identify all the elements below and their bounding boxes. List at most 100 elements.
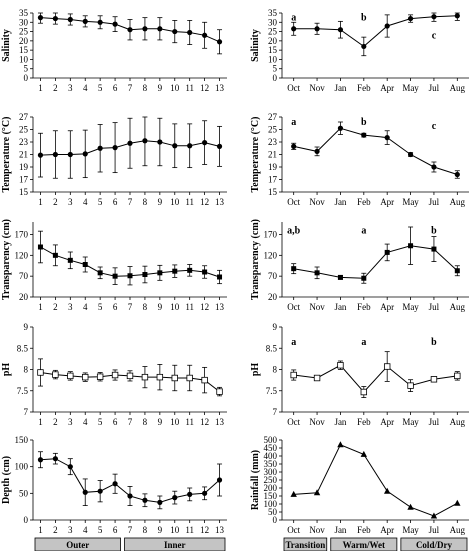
x-tick-label: 3 <box>68 525 73 535</box>
data-point <box>127 27 133 33</box>
data-point <box>202 490 208 496</box>
y-tick-label: 15 <box>19 187 29 197</box>
x-tick-label: Apr <box>380 525 394 535</box>
x-tick-label: Jan <box>334 302 346 312</box>
x-tick-label: Aug <box>450 417 466 427</box>
data-point <box>337 125 344 131</box>
x-tick-label: 5 <box>98 197 103 207</box>
data-point <box>216 477 223 483</box>
x-tick-label: 9 <box>158 525 163 535</box>
x-tick-label: May <box>402 83 419 93</box>
data-point <box>454 268 460 274</box>
y-tick-label: 17 <box>268 175 278 185</box>
data-point <box>337 441 344 448</box>
data-point <box>37 15 44 21</box>
y-tick-label: 120 <box>15 250 29 260</box>
x-tick-label: 2 <box>53 525 58 535</box>
data-point <box>383 363 391 370</box>
axis-frame <box>281 440 469 521</box>
x-tick-label: May <box>402 197 419 207</box>
data-point <box>201 376 208 384</box>
data-point <box>407 382 414 389</box>
x-tick-label: 10 <box>170 302 180 312</box>
data-point <box>141 373 149 381</box>
x-tick-label: 3 <box>68 83 73 93</box>
data-point <box>314 148 320 154</box>
x-tick-label: 2 <box>53 83 58 93</box>
y-tick-label: 8 <box>273 365 278 375</box>
x-tick-label: 7 <box>128 525 133 535</box>
data-point <box>112 481 118 487</box>
data-point <box>172 268 178 274</box>
data-point <box>142 26 148 32</box>
data-point <box>216 388 223 395</box>
data-point <box>112 21 118 27</box>
x-tick-label: 8 <box>143 302 148 312</box>
series-line <box>293 364 458 393</box>
data-point <box>384 249 390 255</box>
data-point <box>454 372 461 380</box>
group-label-outer: Outer <box>34 537 121 551</box>
y-tick-label: 70 <box>268 271 278 281</box>
y-tick-label: 35 <box>19 8 29 18</box>
x-tick-label: 3 <box>68 302 73 312</box>
data-point <box>37 457 44 463</box>
x-tick-label: 6 <box>113 83 118 93</box>
y-tick-label: 200 <box>264 483 278 493</box>
y-tick-label: 8.5 <box>266 343 278 353</box>
data-point <box>111 371 119 379</box>
group-box <box>400 537 468 551</box>
x-tick-label: 10 <box>170 417 180 427</box>
group-box <box>283 537 328 551</box>
significance-letter: a <box>291 337 296 348</box>
data-point <box>112 145 118 151</box>
y-tick-label: 250 <box>264 475 278 485</box>
y-axis-label: Salinity <box>250 29 261 62</box>
axis-frame <box>281 13 469 79</box>
data-point <box>37 152 44 158</box>
data-point <box>431 14 437 20</box>
x-tick-label: 9 <box>158 417 163 427</box>
data-point <box>202 269 208 275</box>
x-tick-label: 10 <box>170 197 180 207</box>
data-point <box>52 15 58 22</box>
significance-letter: a <box>361 337 366 348</box>
data-point <box>290 371 297 379</box>
data-point <box>97 145 103 151</box>
y-tick-label: 17 <box>19 175 29 185</box>
x-tick-label: Aug <box>450 302 466 312</box>
y-tick-label: 7.5 <box>266 386 278 396</box>
panel-8: 7 7.5 8 8.5 9 Oct Nov Jan Feb Apr May Jul Aug pH a a b <box>250 322 469 427</box>
data-point <box>126 372 134 380</box>
x-tick-label: Apr <box>380 83 394 93</box>
axis-frame <box>32 440 227 521</box>
x-tick-label: Nov <box>309 417 325 427</box>
x-tick-label: 12 <box>200 83 209 93</box>
data-point <box>157 270 163 276</box>
x-tick-label: Oct <box>287 83 300 93</box>
x-tick-label: 7 <box>128 197 133 207</box>
x-tick-label: Apr <box>380 197 394 207</box>
data-point <box>52 456 58 462</box>
data-point <box>454 13 460 19</box>
data-point <box>142 272 148 277</box>
x-tick-label: Aug <box>450 83 466 93</box>
y-tick-label: 27 <box>19 112 29 122</box>
x-tick-label: Jul <box>429 302 440 312</box>
x-tick-label: 8 <box>143 197 148 207</box>
x-tick-label: 9 <box>158 302 163 312</box>
x-tick-label: 2 <box>53 197 58 207</box>
significance-letter: b <box>361 117 367 128</box>
x-tick-label: Aug <box>450 197 466 207</box>
data-point <box>291 26 297 32</box>
y-tick-label: 70 <box>19 271 29 281</box>
data-point <box>407 15 414 22</box>
x-tick-label: Apr <box>380 302 394 312</box>
data-point <box>157 139 163 145</box>
axis-frame <box>281 327 469 413</box>
x-tick-label: 13 <box>215 302 225 312</box>
